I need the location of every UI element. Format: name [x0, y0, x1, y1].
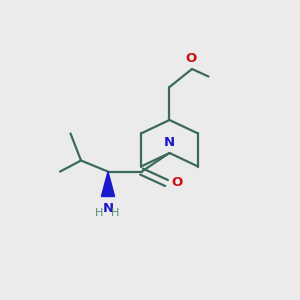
Text: O: O — [185, 52, 196, 65]
Text: H: H — [95, 208, 103, 218]
Polygon shape — [101, 172, 115, 197]
Text: N: N — [164, 136, 175, 149]
Text: H: H — [111, 208, 120, 218]
Text: O: O — [171, 176, 182, 190]
Text: N: N — [102, 202, 114, 215]
